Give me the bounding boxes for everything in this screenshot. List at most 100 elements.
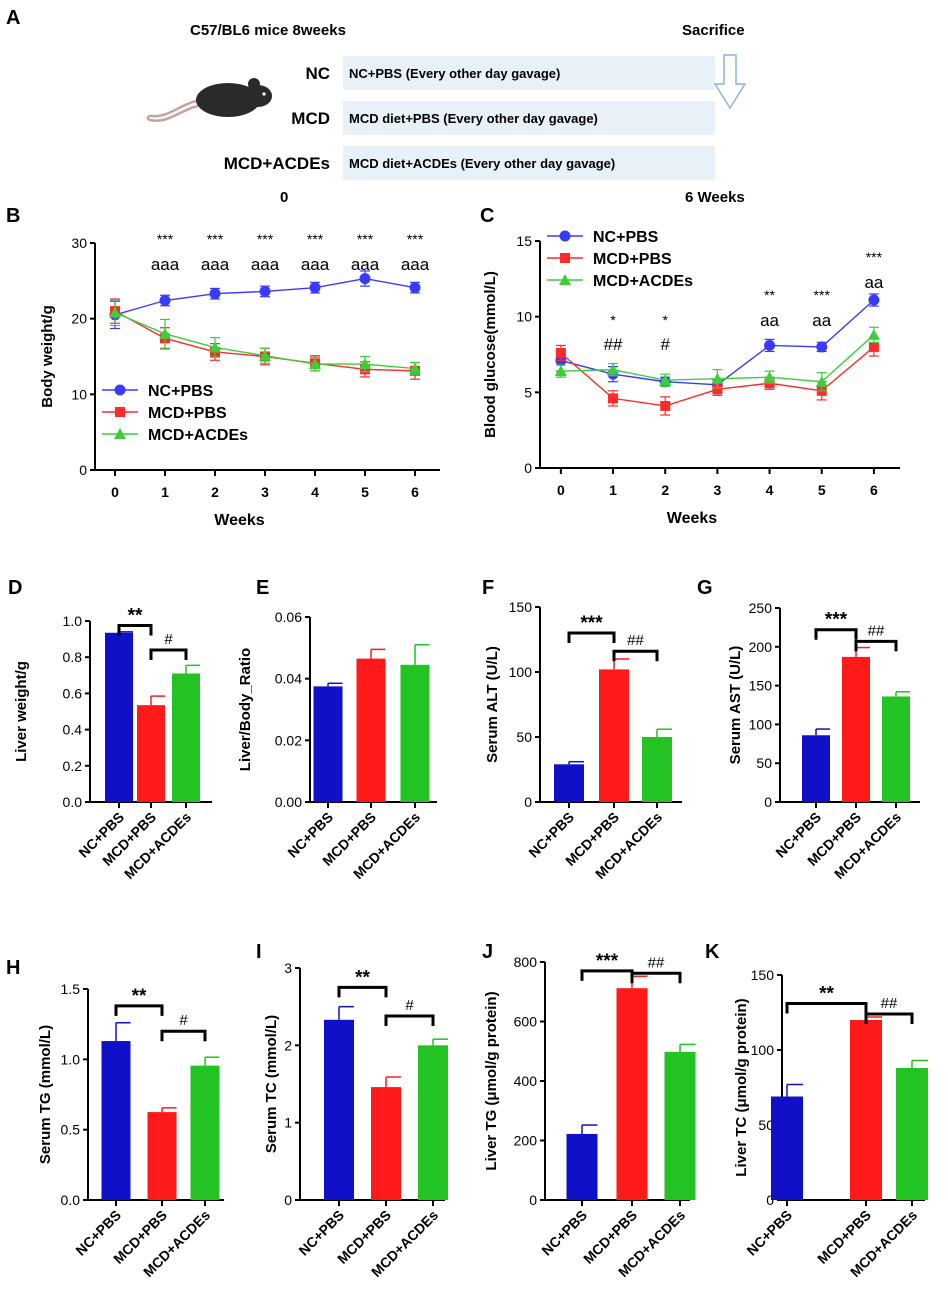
significance-label: ** (132, 986, 147, 1007)
bar-mcd-pbs (371, 1087, 401, 1200)
annotation-significance-secondary: aaa (351, 255, 380, 274)
panel-letter-j: J (482, 941, 493, 963)
x-tick-label: 6 (411, 484, 419, 500)
y-axis-label: Body weight/g (39, 305, 56, 408)
y-tick-label: 0 (764, 794, 772, 810)
sacrifice-arrow-icon (713, 54, 747, 110)
bar-nc-pbs (101, 1041, 131, 1200)
significance-label: # (179, 1012, 188, 1029)
panel-letter-a: A (6, 7, 20, 29)
x-tick-label: 5 (361, 484, 369, 500)
bar-mcd-pbs (356, 658, 386, 802)
data-point (608, 393, 619, 404)
y-tick-label: 0.6 (63, 685, 83, 701)
y-tick-label: 200 (749, 639, 773, 655)
treatment-nc: NC+PBS (Every other day gavage) (349, 66, 560, 81)
data-point (554, 365, 567, 377)
sacrifice-label: Sacrifice (682, 22, 745, 39)
y-tick-label: 20 (71, 311, 87, 327)
data-point (868, 294, 880, 306)
data-point (209, 341, 221, 353)
legend-marker (114, 428, 126, 439)
y-tick-label: 15 (516, 233, 532, 249)
data-point (359, 273, 371, 285)
y-tick-label: 800 (514, 954, 538, 970)
x-tick-label: 5 (818, 482, 826, 498)
data-point (359, 358, 371, 370)
x-tick-label: NC+PBS (743, 1207, 795, 1259)
y-tick-label: 200 (514, 1133, 538, 1149)
significance-label: *** (596, 951, 619, 972)
panel-letter-c: C (480, 205, 494, 227)
y-tick-label: 0.5 (61, 1122, 81, 1138)
y-tick-label: 1 (284, 1115, 292, 1131)
y-tick-label: 10 (516, 309, 532, 325)
bar-nc-pbs (313, 686, 343, 802)
y-tick-label: 10 (71, 386, 87, 402)
x-tick-label: 4 (311, 484, 319, 500)
data-point (209, 288, 221, 300)
data-point (259, 285, 271, 297)
y-tick-label: 250 (749, 600, 773, 616)
y-tick-label: 50 (756, 755, 772, 771)
y-tick-label: 1.0 (61, 1051, 81, 1067)
y-axis-label: Blood glucose(mmol/L) (482, 271, 499, 438)
y-axis-label: Serum TG (mmol/L) (37, 1025, 54, 1164)
annotation-significance: *** (814, 287, 831, 303)
annotation-significance: ** (764, 287, 775, 303)
y-tick-label: 0 (79, 462, 87, 478)
chart-c: C 0 5 10 15 Blood glucose(mmol/L) 0 1 2 3 4 5 6 Weeks… (480, 205, 900, 527)
bar-nc-pbs (554, 764, 584, 802)
y-tick-label: 0.00 (275, 794, 302, 810)
legend-marker (114, 384, 126, 396)
mouse-illustration (146, 78, 272, 122)
x-tick-label: 0 (111, 484, 119, 500)
bar-mcd-acdes (882, 696, 910, 802)
y-tick-label: 0.06 (275, 609, 302, 625)
significance-bracket (114, 1004, 164, 1016)
significance-bracket (567, 631, 616, 643)
y-tick-label: 1.5 (61, 981, 81, 997)
bar-nc-pbs (324, 1019, 354, 1200)
data-point (815, 375, 828, 387)
bar-mcd-pbs (850, 1020, 882, 1200)
panel-letter-k: K (705, 941, 720, 963)
legend-label: MCD+ACDEs (148, 427, 248, 444)
significance-bracket (864, 1012, 914, 1024)
y-tick-label: 2 (284, 1037, 292, 1053)
y-tick-label: 0 (524, 460, 532, 476)
timeline-box-mcd (343, 101, 715, 135)
y-axis-label: Liver TG (μmol/g protein) (483, 991, 500, 1170)
significance-bracket (814, 628, 858, 640)
annotation-significance-secondary: ## (604, 335, 623, 354)
significance-label: ** (355, 967, 370, 988)
significance-label: *** (580, 613, 603, 634)
y-tick-label: 1.0 (63, 613, 83, 629)
y-tick-label: 150 (509, 599, 533, 615)
mouse-eye (262, 92, 266, 96)
data-point (109, 306, 121, 318)
mouse-head (244, 85, 272, 107)
mouse-tail (146, 98, 201, 122)
y-tick-label: 50 (516, 729, 532, 745)
x-tick-label: 2 (211, 484, 219, 500)
annotation-significance: * (610, 312, 616, 328)
y-axis-label: Liver weight/g (13, 661, 30, 762)
bar-mcd-acdes (896, 1068, 928, 1200)
x-tick-label: 1 (161, 484, 169, 500)
data-point (309, 358, 321, 370)
y-tick-label: 0.4 (63, 722, 83, 738)
legend-label: NC+PBS (148, 383, 214, 400)
x-tick-label: 3 (713, 482, 721, 498)
y-axis-label: Liver/Body_Ratio (237, 648, 254, 771)
significance-bracket (612, 649, 659, 662)
annotation-significance: *** (357, 231, 374, 247)
mice-label: C57/BL6 mice 8weeks (190, 22, 346, 39)
legend-marker (559, 274, 571, 285)
annotation-significance: *** (866, 249, 883, 265)
y-tick-label: 400 (514, 1073, 538, 1089)
bar-nc-pbs (771, 1096, 803, 1200)
